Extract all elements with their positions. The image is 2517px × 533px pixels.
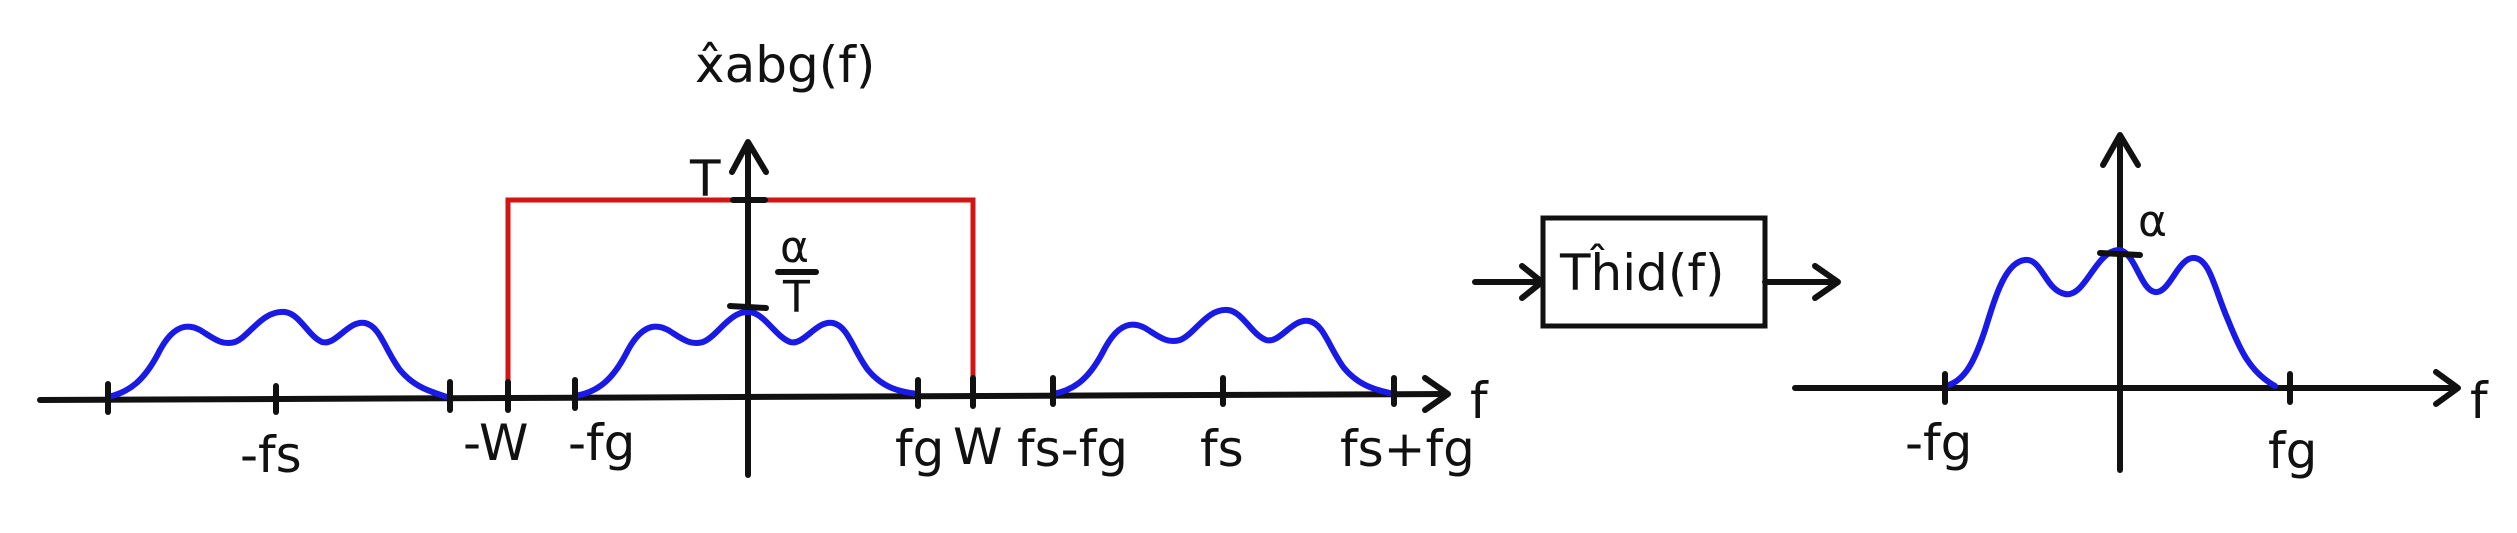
tick-label-fs-plus-fg: fs+fg <box>1340 420 1475 478</box>
tick-label-minus-fs: -fs <box>240 426 302 484</box>
right-tick-label-fg: fg <box>2268 422 2317 480</box>
left-plot: x̂abg(f) f T α T -fs -W -fg fg W fs-fg f… <box>37 36 1489 484</box>
spectrum-replica-plus-fs <box>1050 306 1397 397</box>
filter-box <box>1540 215 1768 329</box>
tick-label-fs-minus-fg: fs-fg <box>1017 420 1128 478</box>
left-y-axis-label: x̂abg(f) <box>695 36 875 94</box>
ideal-filter-window <box>505 197 976 398</box>
y-tick-alpha-over-T <box>727 303 769 311</box>
filtered-spectrum <box>1942 247 2278 389</box>
right-y-tick-alpha <box>2097 250 2143 258</box>
filter-block: Tĥid(f) <box>1472 215 1841 329</box>
y-mark-alpha-numerator: α <box>780 222 809 273</box>
left-x-axis <box>37 391 1448 403</box>
spectrum-baseband <box>572 308 921 399</box>
tick-label-W: W <box>953 418 1002 476</box>
right-y-arrowhead <box>2100 132 2141 168</box>
right-y-mark-alpha: α <box>2138 196 2167 247</box>
y-mark-T-label: T <box>689 150 721 208</box>
tick-label-minus-fg: -fg <box>568 414 635 472</box>
left-x-axis-label: f <box>1470 372 1489 430</box>
right-plot: f α -fg fg <box>1792 132 2489 480</box>
spectrum-replica-minus-fs <box>105 308 453 401</box>
tick-label-fs: fs <box>1200 420 1244 478</box>
tick-label-fg: fg <box>895 420 944 478</box>
left-y-arrowhead <box>729 139 769 175</box>
y-mark-alpha-denominator: T <box>782 272 810 323</box>
tick-label-minus-W: -W <box>463 414 528 472</box>
filter-box-label: Tĥid(f) <box>1559 243 1724 302</box>
output-arrowhead <box>1812 263 1841 301</box>
right-x-arrowhead <box>2433 369 2461 407</box>
left-x-arrowhead <box>1422 375 1451 413</box>
right-x-axis-label: f <box>2470 372 2489 430</box>
right-tick-label-minus-fg: -fg <box>1905 414 1972 472</box>
